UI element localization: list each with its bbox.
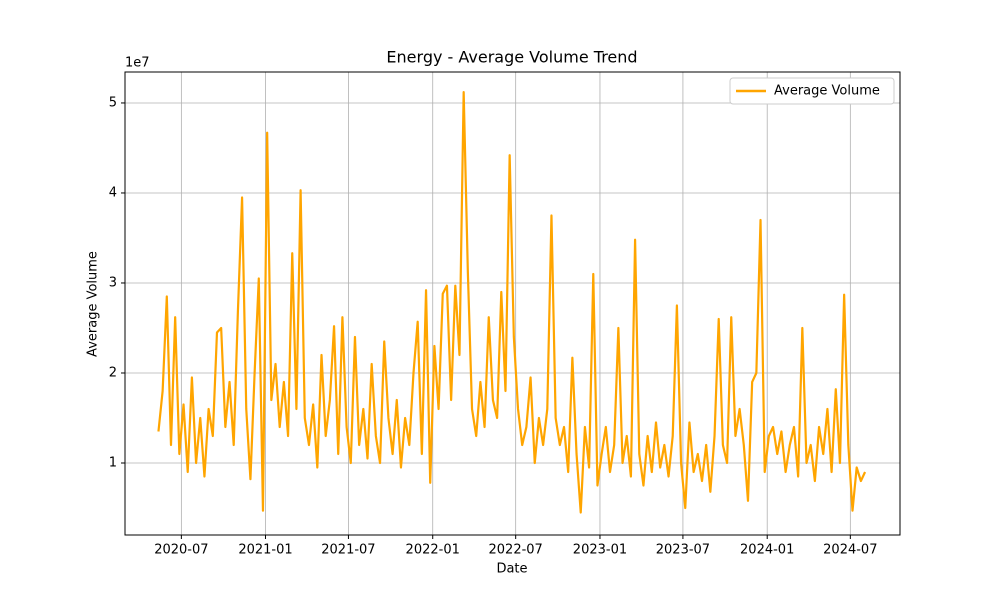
y-tick-label: 3 bbox=[109, 275, 117, 290]
x-tick-label: 2024-01 bbox=[740, 543, 794, 558]
y-tick-label: 1 bbox=[109, 455, 117, 470]
plot-frame bbox=[124, 71, 901, 536]
legend-label: Average Volume bbox=[774, 84, 880, 99]
x-tick-label: 2022-07 bbox=[489, 543, 543, 558]
x-tick-label: 2024-07 bbox=[823, 543, 877, 558]
y-axis-label: Average Volume bbox=[86, 251, 101, 357]
x-axis-label: Date bbox=[496, 562, 527, 577]
y-tick-label: 5 bbox=[109, 95, 117, 110]
y-tick-label: 4 bbox=[109, 185, 117, 200]
x-tick-label: 2022-01 bbox=[406, 543, 460, 558]
x-tick-label: 2020-07 bbox=[154, 543, 208, 558]
line-series bbox=[157, 91, 867, 514]
x-tick-label: 2021-07 bbox=[321, 543, 375, 558]
x-tick-label: 2023-07 bbox=[656, 543, 710, 558]
y-scale-label: 1e7 bbox=[125, 56, 150, 71]
chart-title: Energy - Average Volume Trend bbox=[386, 48, 637, 67]
x-tick-label: 2023-01 bbox=[573, 543, 627, 558]
x-tick-label: 2021-01 bbox=[238, 543, 292, 558]
y-tick-label: 2 bbox=[109, 365, 117, 380]
legend-box bbox=[729, 77, 895, 105]
